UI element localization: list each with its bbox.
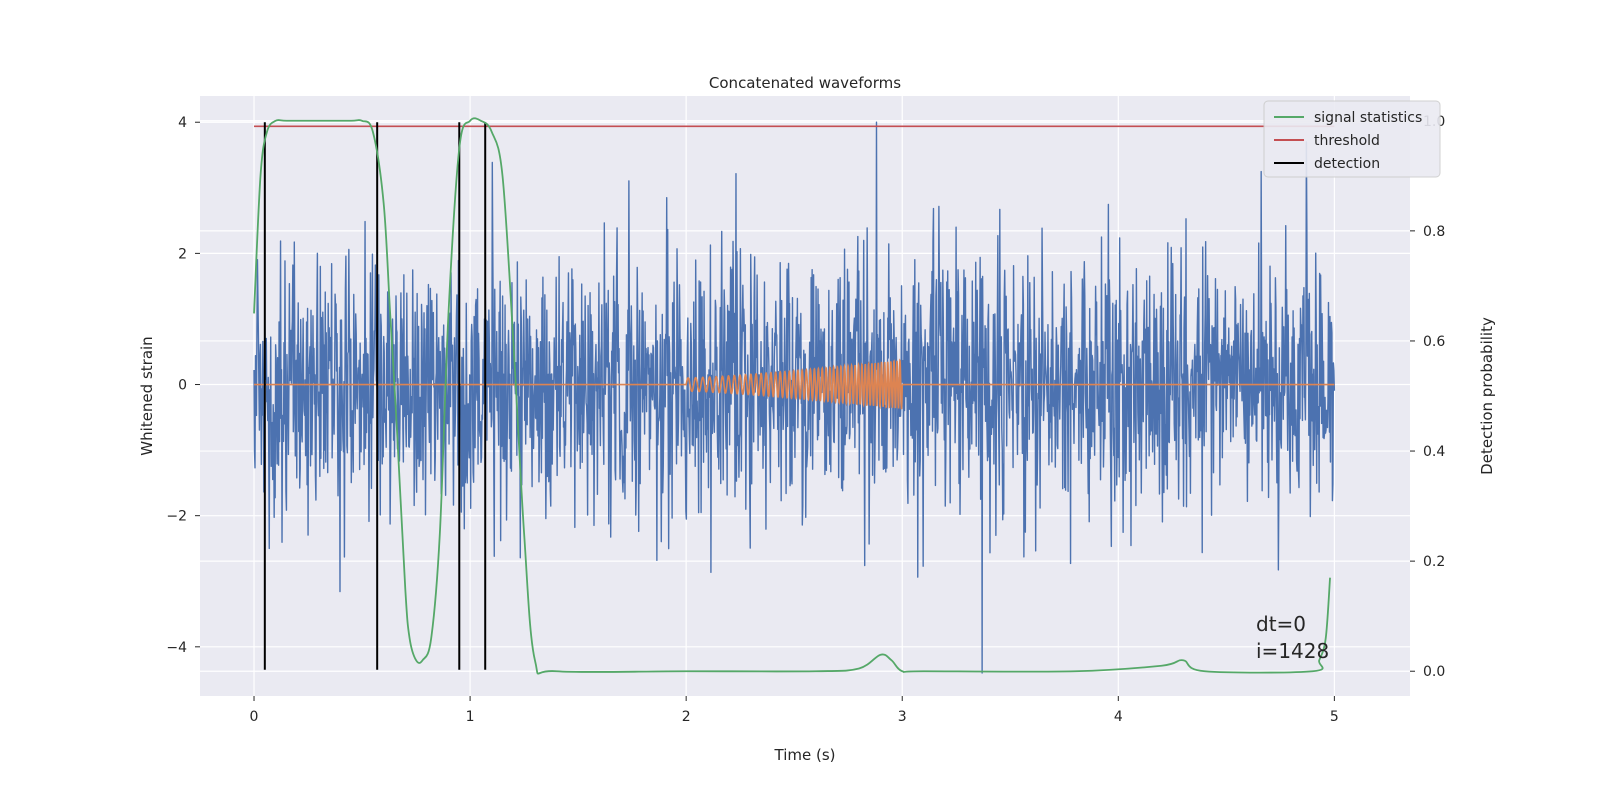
- y-tick-label: 0: [178, 378, 187, 394]
- signal-statistics-line: [253, 117, 1331, 675]
- legend-box: [1263, 100, 1441, 178]
- y-right-tick-label: 0.4: [1423, 444, 1445, 460]
- y-tick-label: 2: [178, 246, 187, 262]
- x-axis-label: Time (s): [774, 746, 836, 764]
- legend-label-signal: signal statistics: [1314, 110, 1422, 126]
- template-series: [254, 358, 1335, 410]
- y-right-tick-label: 0.0: [1423, 664, 1445, 680]
- y-right-tick-label: 0.2: [1423, 554, 1445, 570]
- y-tick-label: 4: [178, 115, 187, 131]
- y-axis-right-label: Detection probability: [1478, 317, 1496, 475]
- y-axis-label: Whitened strain: [138, 336, 156, 455]
- y-right-tick-label: 0.8: [1423, 224, 1445, 240]
- x-tick-label: 2: [682, 709, 691, 725]
- legend-label-detection: detection: [1314, 156, 1380, 172]
- chart-title: Concatenated waveforms: [709, 74, 901, 92]
- legend-label-threshold: threshold: [1314, 133, 1380, 149]
- annotation-index: i=1428: [1256, 639, 1329, 663]
- y-right-tick-label: 0.6: [1423, 334, 1445, 350]
- y-tick-label: −2: [166, 509, 187, 525]
- x-tick-label: 4: [1114, 709, 1123, 725]
- signal-statistics-series: [253, 117, 1331, 675]
- y-tick-label: −4: [166, 640, 187, 656]
- annotation-dt: dt=0: [1256, 612, 1306, 636]
- x-tick-label: 1: [466, 709, 475, 725]
- template-line: [254, 358, 1335, 410]
- x-tick-label: 3: [898, 709, 907, 725]
- x-tick-label: 0: [250, 709, 259, 725]
- legend: signal statistics threshold detection: [1263, 100, 1441, 178]
- x-tick-label: 5: [1330, 709, 1339, 725]
- detection-series: [263, 122, 487, 670]
